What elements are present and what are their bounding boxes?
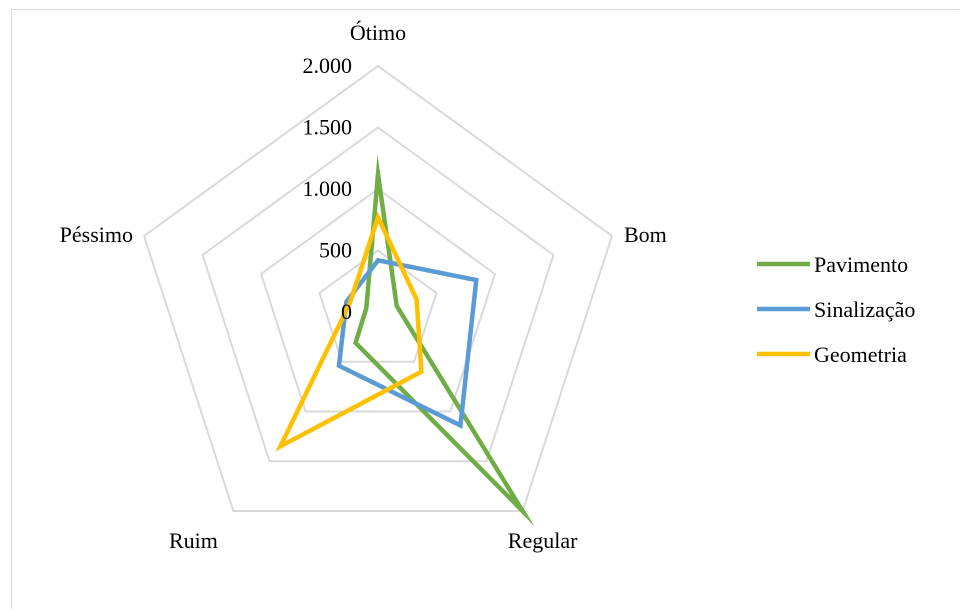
category-label-pessimo: Péssimo	[60, 222, 133, 247]
chart-border	[11, 9, 959, 609]
legend-label-sinalizacao: Sinalização	[814, 297, 915, 322]
radar-tick-labels: 0 500 1.000 1.500 2.000	[303, 53, 353, 324]
tick-label: 2.000	[303, 53, 353, 78]
tick-label: 1.500	[303, 115, 353, 140]
category-label-otimo: Ótimo	[350, 20, 406, 45]
grid-ring-1000	[259, 187, 497, 413]
radar-series	[275, 154, 535, 527]
radar-category-labels: Ótimo Bom Regular Ruim Péssimo	[60, 20, 667, 553]
category-label-ruim: Ruim	[169, 528, 218, 553]
legend-label-pavimento: Pavimento	[814, 252, 908, 277]
grid-ring-500	[318, 249, 438, 363]
legend: Pavimento Sinalização Geometria	[757, 252, 915, 367]
category-label-regular: Regular	[508, 528, 578, 553]
grid-ring-1500	[201, 126, 555, 463]
category-label-bom: Bom	[624, 222, 667, 247]
legend-label-geometria: Geometria	[814, 342, 907, 367]
tick-label: 0	[341, 299, 352, 324]
series-pavimento	[353, 154, 535, 527]
grid-ring-2000	[142, 64, 614, 513]
radar-grid	[142, 64, 614, 513]
series-geometria	[275, 211, 424, 452]
tick-label: 1.000	[303, 176, 353, 201]
tick-label: 500	[319, 238, 352, 263]
